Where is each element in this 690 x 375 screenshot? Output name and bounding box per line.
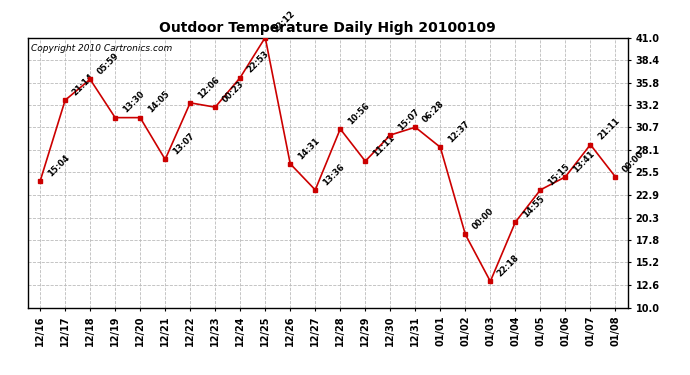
Text: 22:18: 22:18 xyxy=(496,254,521,279)
Text: 12:06: 12:06 xyxy=(196,75,221,100)
Text: Copyright 2010 Cartronics.com: Copyright 2010 Cartronics.com xyxy=(30,44,172,53)
Text: 15:15: 15:15 xyxy=(546,162,571,187)
Text: 13:30: 13:30 xyxy=(121,90,146,115)
Text: 06:28: 06:28 xyxy=(421,99,446,124)
Text: 13:41: 13:41 xyxy=(571,149,596,174)
Text: 21:14: 21:14 xyxy=(70,72,96,98)
Text: 00:23: 00:23 xyxy=(221,79,246,104)
Text: 14:05: 14:05 xyxy=(146,90,171,115)
Text: 13:07: 13:07 xyxy=(170,132,196,157)
Text: 21:11: 21:11 xyxy=(596,117,621,142)
Text: 14:55: 14:55 xyxy=(521,194,546,219)
Text: 12:37: 12:37 xyxy=(446,119,471,144)
Title: Outdoor Temperature Daily High 20100109: Outdoor Temperature Daily High 20100109 xyxy=(159,21,496,35)
Text: 14:31: 14:31 xyxy=(296,136,321,161)
Text: 12:12: 12:12 xyxy=(270,9,296,35)
Text: 11:11: 11:11 xyxy=(371,133,396,158)
Text: 15:04: 15:04 xyxy=(46,153,71,178)
Text: 05:59: 05:59 xyxy=(96,51,121,76)
Text: 00:00: 00:00 xyxy=(621,149,646,174)
Text: 10:56: 10:56 xyxy=(346,101,371,126)
Text: 15:07: 15:07 xyxy=(396,107,421,132)
Text: 13:36: 13:36 xyxy=(321,162,346,187)
Text: 22:53: 22:53 xyxy=(246,50,271,75)
Text: 00:00: 00:00 xyxy=(471,207,496,231)
